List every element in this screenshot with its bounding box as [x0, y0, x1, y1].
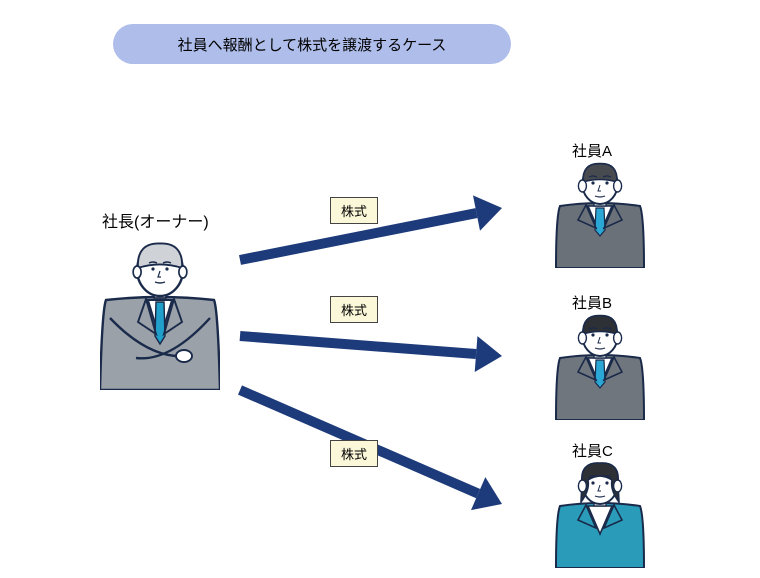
title-banner: 社員へ報酬として株式を譲渡するケース — [113, 24, 511, 64]
employee-c-figure — [550, 460, 650, 568]
owner-label: 社長(オーナー) — [102, 208, 209, 232]
tag-a-text: 株式 — [341, 204, 367, 219]
tag-c: 株式 — [330, 440, 378, 467]
employee-b-label: 社員B — [572, 292, 612, 313]
employee-b-figure — [550, 312, 650, 420]
tag-b-text: 株式 — [341, 303, 367, 318]
tag-b: 株式 — [330, 296, 378, 323]
employee-b-label-text: 社員B — [572, 295, 612, 312]
employee-c-label-text: 社員C — [572, 443, 613, 460]
employee-a-label: 社員A — [572, 140, 612, 161]
employee-a-figure — [550, 160, 650, 268]
owner-label-text: 社長(オーナー) — [102, 214, 209, 231]
title-text: 社員へ報酬として株式を譲渡するケース — [178, 34, 447, 55]
owner-figure — [100, 240, 220, 390]
employee-a-label-text: 社員A — [572, 143, 612, 160]
tag-c-text: 株式 — [341, 447, 367, 462]
tag-a: 株式 — [330, 197, 378, 224]
employee-c-label: 社員C — [572, 440, 613, 461]
